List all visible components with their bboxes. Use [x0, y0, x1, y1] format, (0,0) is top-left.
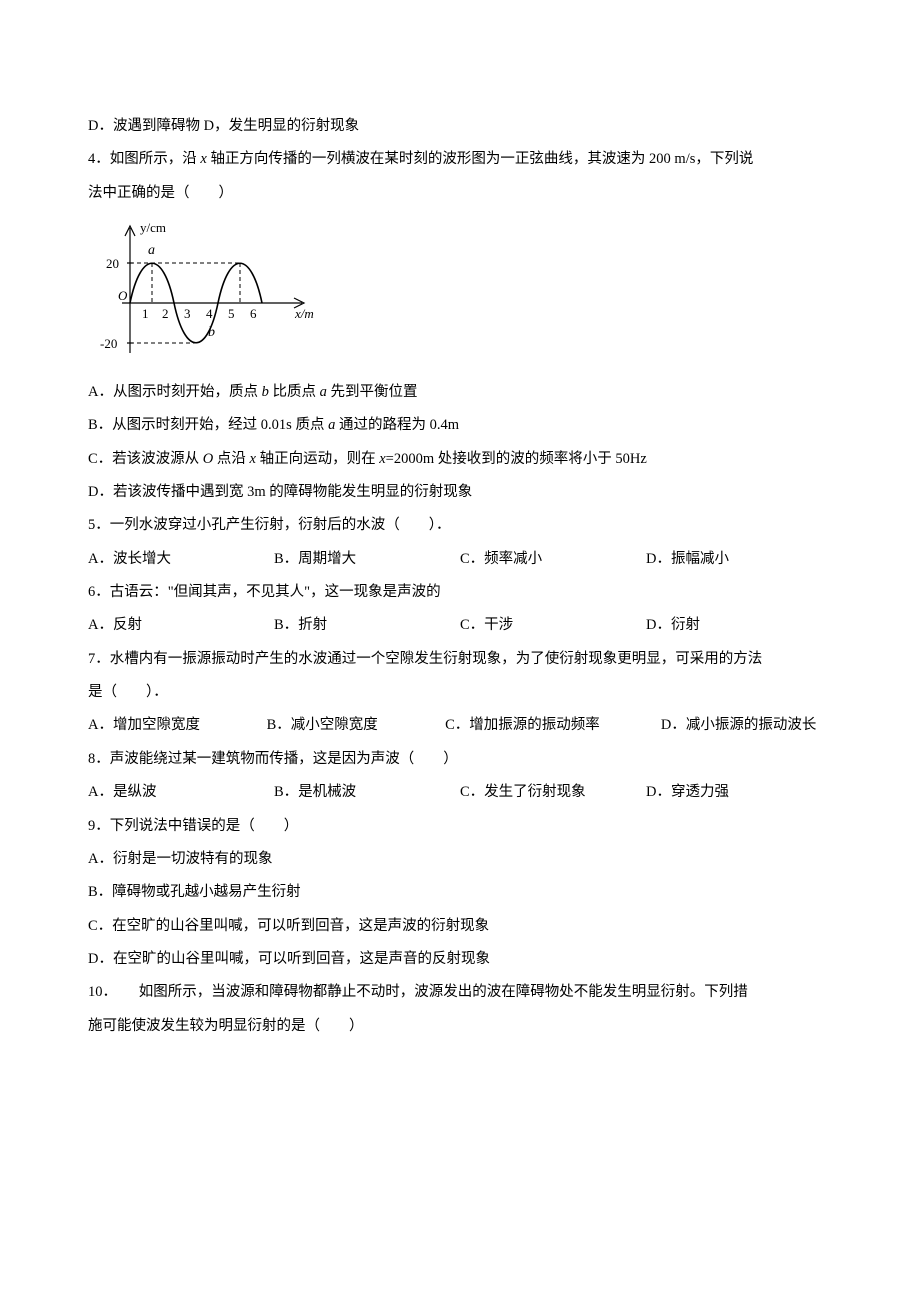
q4-option-b: B．从图示时刻开始，经过 0.01s 质点 a 通过的路程为 0.4m: [88, 409, 832, 442]
q3-option-d: D．波遇到障碍物 D，发生明显的衍射现象: [88, 110, 832, 143]
ytick-20: 20: [106, 256, 119, 271]
q5-c: C．频率减小: [460, 543, 646, 576]
q4-stem-line1: 4．如图所示，沿 x 轴正方向传播的一列横波在某时刻的波形图为一正弦曲线，其波速…: [88, 143, 832, 176]
q7-stem-1: 7．水槽内有一振源振动时产生的水波通过一个空隙发生衍射现象，为了使衍射现象更明显…: [88, 643, 832, 676]
q7-options: A．增加空隙宽度 B．减小空隙宽度 C．增加振源的振动频率 D．减小振源的振动波…: [88, 709, 832, 742]
point-a-label: a: [148, 243, 155, 258]
xtick-3: 3: [184, 306, 191, 321]
q8-stem: 8．声波能绕过某一建筑物而传播，这是因为声波（ ）: [88, 743, 832, 776]
xaxis-label: x/m: [294, 306, 314, 321]
q9-b: B．障碍物或孔越小越易产生衍射: [88, 876, 832, 909]
yaxis-label: y/cm: [140, 220, 166, 235]
q7-d: D．减小振源的振动波长: [661, 709, 832, 742]
q5-b: B．周期增大: [274, 543, 460, 576]
q9-stem: 9．下列说法中错误的是（ ）: [88, 810, 832, 843]
q3-d-text: D．波遇到障碍物 D，发生明显的衍射现象: [88, 118, 359, 134]
q6-c: C．干涉: [460, 609, 646, 642]
xtick-6: 6: [250, 306, 257, 321]
q8-options: A．是纵波 B．是机械波 C．发生了衍射现象 D．穿透力强: [88, 776, 832, 809]
q5-d: D．振幅减小: [646, 543, 832, 576]
q5-options: A．波长增大 B．周期增大 C．频率减小 D．振幅减小: [88, 543, 832, 576]
xtick-4: 4: [206, 306, 213, 321]
q9-d: D．在空旷的山谷里叫喊，可以听到回音，这是声音的反射现象: [88, 943, 832, 976]
q8-a: A．是纵波: [88, 776, 274, 809]
q4-stem-c: 法中正确的是（ ）: [88, 185, 233, 201]
q9-c: C．在空旷的山谷里叫喊，可以听到回音，这是声波的衍射现象: [88, 910, 832, 943]
q5-a: A．波长增大: [88, 543, 274, 576]
q7-b: B．减小空隙宽度: [267, 709, 446, 742]
point-b-label: b: [208, 325, 215, 340]
q7-c: C．增加振源的振动频率: [445, 709, 661, 742]
q4-wave-chart: y/cm x/m 20 -20 O 1 2 3 4 5 6 a b: [92, 218, 322, 368]
q4-stem-a: 4．如图所示，沿: [88, 151, 200, 167]
q6-a: A．反射: [88, 609, 274, 642]
origin-O: O: [118, 288, 128, 303]
q6-stem: 6．古语云："但闻其声，不见其人"，这一现象是声波的: [88, 576, 832, 609]
q6-d: D．衍射: [646, 609, 832, 642]
q7-a: A．增加空隙宽度: [88, 709, 267, 742]
q9-a: A．衍射是一切波特有的现象: [88, 843, 832, 876]
q4-stem-line2: 法中正确的是（ ）: [88, 177, 832, 210]
q7-stem-2: 是（ ）．: [88, 676, 832, 709]
q4-option-a: A．从图示时刻开始，质点 b 比质点 a 先到平衡位置: [88, 376, 832, 409]
xtick-1: 1: [142, 306, 149, 321]
xtick-5: 5: [228, 306, 235, 321]
q8-d: D．穿透力强: [646, 776, 832, 809]
q6-b: B．折射: [274, 609, 460, 642]
q4-stem-b: 轴正方向传播的一列横波在某时刻的波形图为一正弦曲线，其波速为 200 m/s，下…: [207, 151, 754, 167]
q10-stem-2: 施可能使波发生较为明显衍射的是（ ）: [88, 1010, 832, 1043]
q8-c: C．发生了衍射现象: [460, 776, 646, 809]
q5-stem: 5．一列水波穿过小孔产生衍射，衍射后的水波（ ）．: [88, 509, 832, 542]
q4-option-d: D．若该波传播中遇到宽 3m 的障碍物能发生明显的衍射现象: [88, 476, 832, 509]
ytick-neg20: -20: [100, 336, 117, 351]
q6-options: A．反射 B．折射 C．干涉 D．衍射: [88, 609, 832, 642]
q4-option-c: C．若该波波源从 O 点沿 x 轴正向运动，则在 x=2000m 处接收到的波的…: [88, 443, 832, 476]
q8-b: B．是机械波: [274, 776, 460, 809]
q10-stem-1: 10． 如图所示，当波源和障碍物都静止不动时，波源发出的波在障碍物处不能发生明显…: [88, 976, 832, 1009]
xtick-2: 2: [162, 306, 169, 321]
